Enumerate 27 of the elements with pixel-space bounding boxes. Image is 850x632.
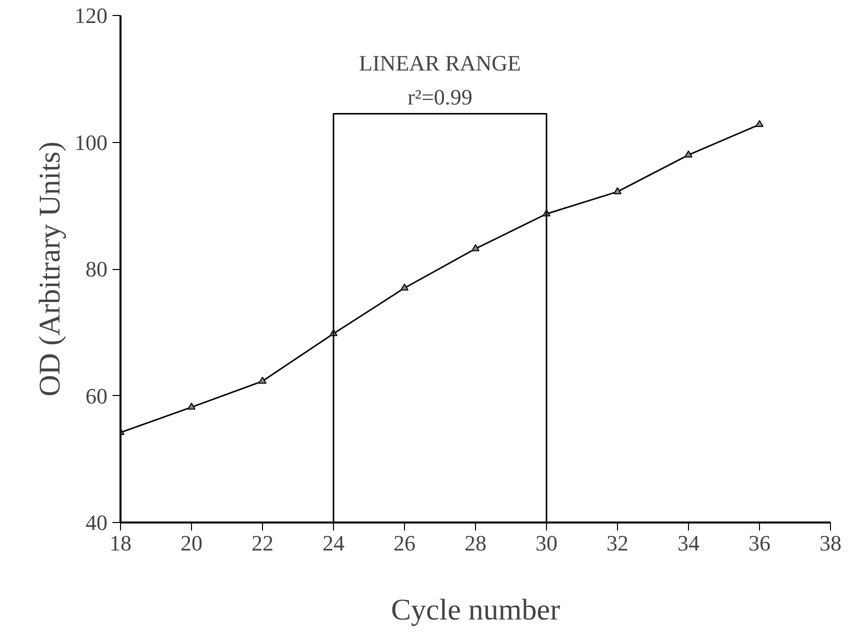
y-tick-label: 60 <box>86 383 108 408</box>
x-tick-label: 30 <box>536 530 558 556</box>
point <box>614 187 622 194</box>
y-tick-label: 120 <box>74 3 108 28</box>
x-tick-label: 18 <box>110 530 132 556</box>
x-tick-label: 24 <box>322 530 344 556</box>
x-tick-label: 32 <box>606 530 628 556</box>
point <box>400 283 408 291</box>
x-tick-label: 26 <box>394 530 416 556</box>
x-axis-title: Cycle number <box>390 594 560 626</box>
x-tick-label: 34 <box>678 530 700 556</box>
point <box>472 244 480 252</box>
annotation: LINEAR RANGE <box>359 50 521 76</box>
point <box>684 150 692 158</box>
point <box>756 120 764 128</box>
y-axis-title: OD (Arbitrary Units) <box>34 142 66 396</box>
x-tick-label: 28 <box>464 530 486 556</box>
y-tick-label: 100 <box>74 130 108 155</box>
y-tick-label: 80 <box>86 256 108 282</box>
point <box>258 376 266 384</box>
x-tick-label: 20 <box>180 530 202 556</box>
y-tick-label: 40 <box>86 510 108 535</box>
x-tick-label: 22 <box>252 530 274 556</box>
annotation: r²=0.99 <box>408 84 472 110</box>
point <box>188 402 196 410</box>
x-tick-label: 36 <box>748 530 770 556</box>
x-tick-label: 38 <box>820 530 842 556</box>
